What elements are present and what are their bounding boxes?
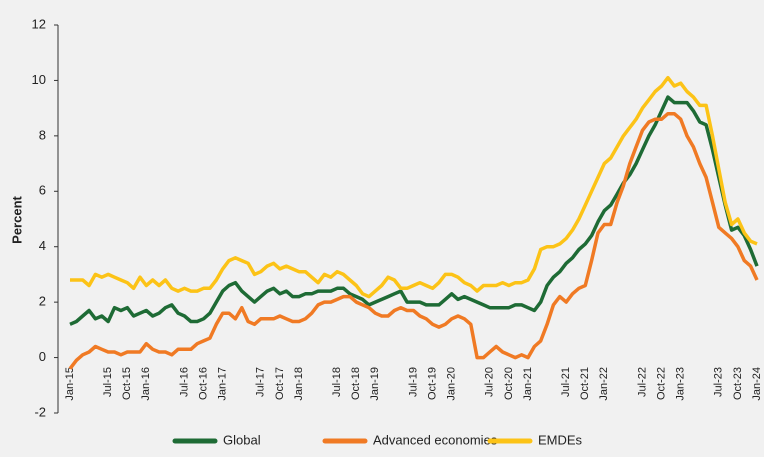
x-tick-label: Jan-24 bbox=[751, 367, 763, 401]
x-tick-label: Jan-20 bbox=[446, 367, 458, 401]
x-tick-label: Jul-21 bbox=[560, 367, 572, 397]
series-line bbox=[70, 75, 758, 299]
x-tick-label: Oct-16 bbox=[197, 367, 209, 400]
y-tick-label: 0 bbox=[39, 349, 46, 364]
x-tick-label: Jul-22 bbox=[636, 367, 648, 397]
legend-label: Global bbox=[223, 432, 261, 447]
x-tick-label: Jul-23 bbox=[713, 367, 725, 397]
x-tick-label: Jan-15 bbox=[64, 367, 76, 401]
x-tick-label: Oct-23 bbox=[732, 367, 744, 400]
x-tick-label: Oct-18 bbox=[350, 367, 362, 400]
x-tick-label: Jan-18 bbox=[293, 367, 305, 401]
x-tick-label: Jan-17 bbox=[217, 367, 229, 401]
series-line bbox=[69, 95, 759, 326]
x-tick-label: Jan-19 bbox=[369, 367, 381, 401]
x-tick-label: Oct-20 bbox=[503, 367, 515, 400]
x-tick-label: Jul-19 bbox=[407, 367, 419, 397]
legend-label: Advanced economies bbox=[373, 432, 498, 447]
x-tick-label: Jul-15 bbox=[102, 367, 114, 397]
x-tick-label: Jul-18 bbox=[331, 367, 343, 397]
series-line bbox=[68, 111, 759, 370]
x-tick-label: Jul-16 bbox=[178, 367, 190, 397]
x-tick-label: Oct-22 bbox=[655, 367, 667, 400]
x-tick-label: Jan-23 bbox=[675, 367, 687, 401]
x-tick-label: Oct-19 bbox=[426, 367, 438, 400]
y-tick-label: 12 bbox=[32, 16, 46, 31]
y-tick-label: 8 bbox=[39, 127, 46, 142]
y-tick-label: 4 bbox=[39, 238, 46, 253]
y-tick-label: 10 bbox=[32, 72, 46, 87]
y-axis-label: Percent bbox=[9, 195, 24, 243]
x-tick-label: Jan-21 bbox=[522, 367, 534, 401]
x-tick-label: Jan-22 bbox=[598, 367, 610, 401]
x-tick-label: Oct-15 bbox=[121, 367, 133, 400]
legend-label: EMDEs bbox=[538, 432, 583, 447]
y-tick-label: 6 bbox=[39, 183, 46, 198]
x-tick-label: Jul-17 bbox=[255, 367, 267, 397]
x-tick-label: Jul-20 bbox=[484, 367, 496, 397]
x-tick-label: Oct-17 bbox=[274, 367, 286, 400]
y-tick-label: -2 bbox=[34, 404, 46, 419]
y-tick-label: 2 bbox=[39, 294, 46, 309]
x-tick-label: Jan-16 bbox=[140, 367, 152, 401]
x-tick-label: Oct-21 bbox=[579, 367, 591, 400]
